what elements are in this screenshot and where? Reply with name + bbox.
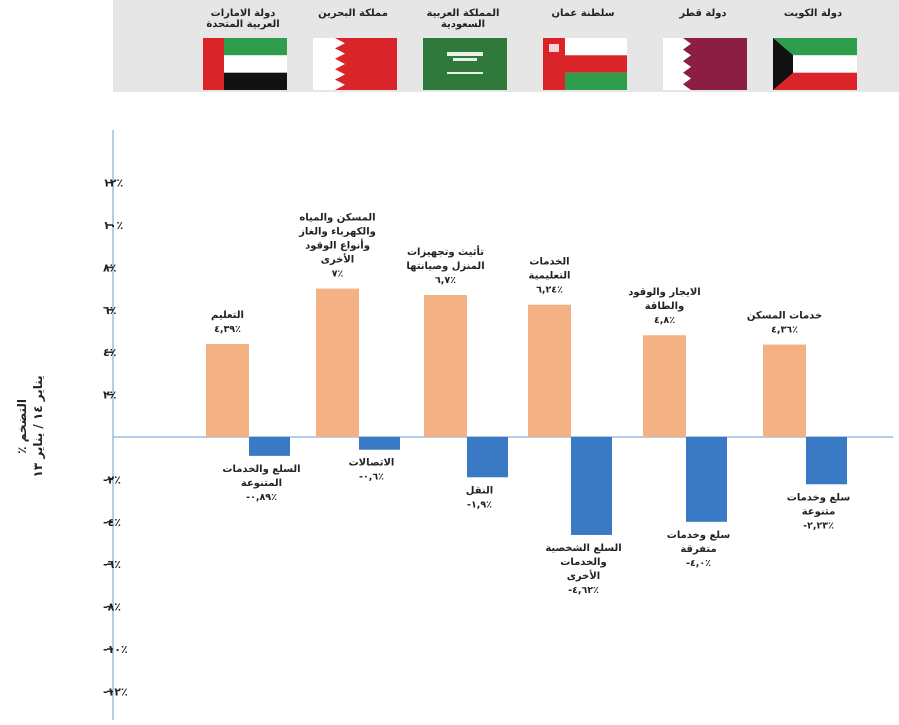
bar-category-label: والكهرباء والغاز bbox=[298, 227, 376, 238]
bar-value-label: ٪٠,٨٩- bbox=[246, 492, 277, 503]
bar-value-label: ٪٤,٣٩ bbox=[214, 324, 241, 335]
y-tick-label: ٪٢- bbox=[103, 473, 121, 486]
country-name: دولة الكويت bbox=[783, 8, 843, 19]
bar-category-label: التعليمية bbox=[529, 271, 571, 282]
country-name: دولة قطر bbox=[679, 8, 727, 19]
bar-category-label: السلع والخدمات bbox=[222, 464, 300, 475]
bar-category-label: الأخرى bbox=[321, 253, 354, 266]
bar-value-label: ٪٠,٦- bbox=[359, 472, 384, 483]
y-tick-label: ٪١٢ bbox=[103, 177, 123, 190]
bar-category-label: المنزل وصيانتها bbox=[406, 261, 484, 272]
bar-category-label: خدمات المسكن bbox=[747, 311, 822, 322]
bar-category-label: تأثيث وتجهيزات bbox=[407, 245, 484, 258]
country-name: مملكة البحرين bbox=[318, 8, 388, 19]
bar-category-label: الايجار والوقود bbox=[628, 287, 700, 298]
bahrain-flag-icon bbox=[313, 38, 397, 90]
bar-category-label: المسكن والمياه bbox=[299, 213, 375, 224]
bar-category-label: السلع الشخصية bbox=[545, 543, 621, 554]
country-bahrain: مملكة البحرين bbox=[303, 0, 403, 92]
bar-category-label: المتنوعة bbox=[241, 478, 282, 489]
country-kuwait: دولة الكويت bbox=[763, 0, 863, 92]
bar-category-label: متنوعة bbox=[802, 506, 836, 517]
bar-lowest bbox=[359, 437, 400, 450]
bar-highest bbox=[316, 288, 359, 437]
bar-category-label: الأخرى bbox=[567, 569, 600, 582]
bar-highest bbox=[206, 343, 249, 437]
bar-value-label: ٪٢,٢٣- bbox=[803, 520, 834, 531]
y-tick-label: ٪٤- bbox=[103, 516, 121, 529]
bar-value-label: ٪١,٩- bbox=[467, 499, 492, 510]
bar-value-label: ٪٧ bbox=[332, 269, 344, 280]
y-tick-label: ٪١٢- bbox=[103, 685, 128, 698]
country-name: سلطنة عمان bbox=[551, 8, 615, 19]
bar-lowest bbox=[806, 437, 847, 485]
country-uae: دولة الامارات العربية المتحدة bbox=[193, 0, 293, 92]
country-oman: سلطنة عمان bbox=[533, 0, 633, 92]
bar-category-label: والطاقة bbox=[645, 301, 685, 312]
country-flags-band: دولة الامارات العربية المتحدة مملكة البح… bbox=[113, 0, 899, 92]
y-tick-label: ٪٨- bbox=[103, 601, 121, 614]
y-axis-title-line: يناير ١٤ / يناير ١٣ bbox=[31, 375, 45, 477]
bar-category-label: سلع وخدمات bbox=[667, 530, 731, 541]
qatar-flag-icon bbox=[663, 38, 747, 90]
y-tick-label: ٪٨ bbox=[103, 261, 116, 274]
bar-category-label: والخدمات bbox=[560, 557, 606, 568]
bar-value-label: ٪٦,٢٤ bbox=[536, 285, 563, 296]
bar-category-label: الخدمات bbox=[529, 257, 569, 268]
country-qatar: دولة قطر bbox=[653, 0, 753, 92]
bar-category-label: متفرقة bbox=[680, 544, 716, 555]
country-name: المملكة العربية السعودية bbox=[426, 8, 500, 30]
y-tick-label: ٪٦- bbox=[103, 558, 121, 571]
saudi-flag-icon bbox=[423, 38, 507, 90]
bar-category-label: وأنواع الوقود bbox=[305, 239, 370, 252]
y-tick-label: ٪٦ bbox=[103, 304, 116, 317]
uae-flag-icon bbox=[203, 38, 287, 90]
bar-highest bbox=[528, 304, 571, 437]
kuwait-flag-icon bbox=[773, 38, 857, 90]
bar-value-label: ٪٤,٠- bbox=[686, 558, 711, 569]
bar-value-label: ٪٤,٨ bbox=[654, 315, 675, 326]
bar-highest bbox=[763, 344, 806, 437]
y-tick-label: ٪١٠ bbox=[103, 219, 123, 232]
inflation-bar-chart: ٪١٢ ٪١٠ ٪٨ ٪٦ ٪٤ ٪٢ ٪٢- ٪٤- ٪٦- ٪٨- ٪١٠- ٪١٢- التضخم… bbox=[15, 130, 893, 720]
bar-highest bbox=[643, 335, 686, 437]
y-axis-title: التضخم ٪يناير ١٤ / يناير ١٣ bbox=[15, 375, 45, 477]
country-saudi: المملكة العربية السعودية bbox=[413, 0, 513, 92]
y-tick-label: ٪٢ bbox=[103, 389, 116, 402]
bar-category-label: النقل bbox=[466, 485, 493, 496]
y-tick-label: ٪٤ bbox=[103, 346, 116, 359]
y-axis-title-line: التضخم ٪ bbox=[15, 399, 29, 454]
bar-category-label: سلع وخدمات bbox=[787, 492, 851, 503]
country-name: دولة الامارات العربية المتحدة bbox=[206, 8, 280, 30]
bar-category-label: التعليم bbox=[211, 310, 244, 321]
bar-lowest bbox=[571, 437, 612, 535]
bar-category-label: الاتصالات bbox=[349, 458, 395, 469]
bar-value-label: ٪٦,٧ bbox=[435, 275, 456, 286]
y-tick-label: ٪١٠- bbox=[103, 643, 128, 656]
bar-value-label: ٪٤,٦٢- bbox=[568, 585, 599, 596]
bar-value-label: ٪٤,٣٦ bbox=[771, 325, 798, 336]
bar-highest bbox=[424, 294, 467, 437]
bar-lowest bbox=[249, 437, 290, 456]
oman-flag-icon bbox=[543, 38, 627, 90]
bar-lowest bbox=[686, 437, 727, 522]
bar-lowest bbox=[467, 437, 508, 478]
